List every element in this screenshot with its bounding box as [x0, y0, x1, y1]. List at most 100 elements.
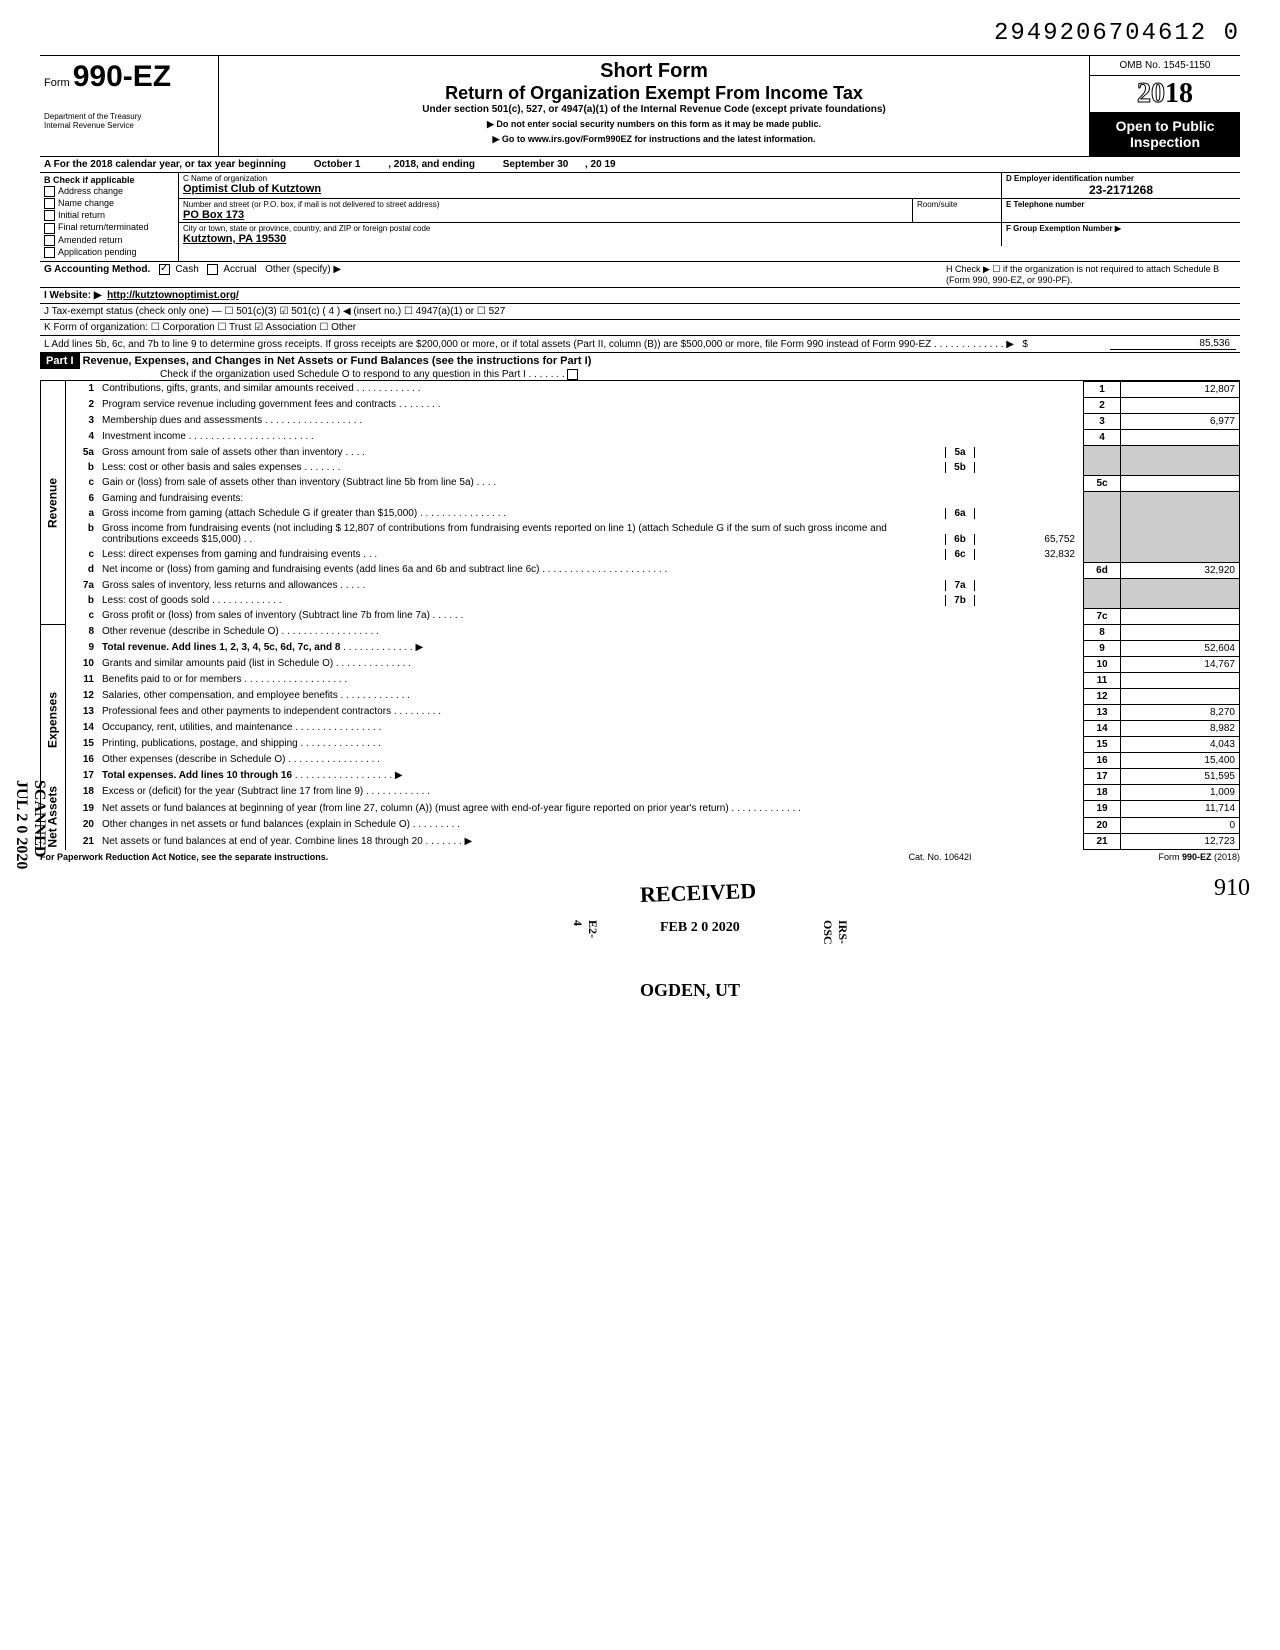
- l18-desc: Excess or (deficit) for the year (Subtra…: [102, 786, 363, 797]
- l5b-sn: 5b: [945, 462, 975, 473]
- l6b-sn: 6b: [945, 534, 975, 545]
- l2-num: 2: [66, 397, 99, 413]
- l6a-desc: Gross income from gaming (attach Schedul…: [102, 508, 417, 519]
- l5b-desc: Less: cost or other basis and sales expe…: [102, 462, 302, 473]
- cb-cash[interactable]: [159, 264, 170, 275]
- l3-val: 6,977: [1121, 413, 1240, 429]
- l18-num: 18: [66, 784, 99, 800]
- cb-name-label: Name change: [58, 198, 114, 208]
- stamp-scanned: SCANNED JUL 2 0 2020: [12, 780, 48, 882]
- form-header: Form 990-EZ Department of the Treasury I…: [40, 55, 1240, 157]
- row-a-prefix: A For the 2018 calendar year, or tax yea…: [44, 159, 286, 170]
- stamp-date: FEB 2 0 2020: [660, 920, 740, 936]
- l14-desc: Occupancy, rent, utilities, and maintena…: [102, 722, 292, 733]
- l1-rnum: 1: [1084, 381, 1121, 397]
- ssn-warning: ▶ Do not enter social security numbers o…: [229, 119, 1079, 130]
- f-label: F Group Exemption Number ▶: [1006, 224, 1236, 233]
- form-number: 990-EZ: [73, 60, 171, 93]
- l6a-sn: 6a: [945, 508, 975, 519]
- footer-center: Cat. No. 10642I: [840, 852, 1040, 862]
- col-b: B Check if applicable Address change Nam…: [40, 173, 179, 261]
- l5c-rnum: 5c: [1084, 475, 1121, 491]
- l8-num: 8: [66, 624, 99, 640]
- cb-initial-label: Initial return: [58, 210, 105, 220]
- l4-num: 4: [66, 429, 99, 445]
- short-form-title: Short Form: [229, 60, 1079, 83]
- l11-val: [1121, 672, 1240, 688]
- l13-val: 8,270: [1121, 704, 1240, 720]
- part1-title: Revenue, Expenses, and Changes in Net As…: [83, 355, 592, 367]
- l10-rnum: 10: [1084, 656, 1121, 672]
- l12-num: 12: [66, 688, 99, 704]
- l-text: L Add lines 5b, 6c, and 7b to line 9 to …: [44, 339, 931, 350]
- dept-treasury: Department of the Treasury: [44, 112, 214, 121]
- footer-left: For Paperwork Reduction Act Notice, see …: [40, 852, 840, 862]
- cb-pending[interactable]: Application pending: [44, 247, 174, 258]
- l18-rnum: 18: [1084, 784, 1121, 800]
- goto-line: ▶ Go to www.irs.gov/Form990EZ for instru…: [229, 134, 1079, 145]
- dln-number: 2949206704612 0: [40, 20, 1240, 47]
- l5a-desc: Gross amount from sale of assets other t…: [102, 447, 343, 458]
- l7c-num: c: [66, 608, 99, 624]
- c-city-label: City or town, state or province, country…: [183, 224, 997, 233]
- i-label: I Website: ▶: [44, 290, 102, 301]
- l12-val: [1121, 688, 1240, 704]
- cb-initial[interactable]: Initial return: [44, 210, 174, 221]
- l6-num: 6: [66, 491, 99, 506]
- l7b-sn: 7b: [945, 595, 975, 606]
- l7b-num: b: [66, 593, 99, 608]
- return-title: Return of Organization Exempt From Incom…: [229, 83, 1079, 104]
- l10-val: 14,767: [1121, 656, 1240, 672]
- cb-name[interactable]: Name change: [44, 198, 174, 209]
- footer: For Paperwork Reduction Act Notice, see …: [40, 850, 1240, 862]
- row-a-yr: , 20 19: [585, 159, 616, 170]
- l21-rnum: 21: [1084, 834, 1121, 850]
- section-text: Under section 501(c), 527, or 4947(a)(1)…: [229, 104, 1079, 115]
- l5c-desc: Gain or (loss) from sale of assets other…: [102, 477, 474, 488]
- l15-desc: Printing, publications, postage, and shi…: [102, 738, 298, 749]
- cb-address-label: Address change: [58, 186, 123, 196]
- cb-final-label: Final return/terminated: [58, 222, 149, 232]
- c-city: City or town, state or province, country…: [179, 223, 1001, 246]
- l6d-num: d: [66, 562, 99, 578]
- cb-schedule-o[interactable]: [567, 369, 578, 380]
- cb-address[interactable]: Address change: [44, 186, 174, 197]
- l7a-sn: 7a: [945, 580, 975, 591]
- l6b-num: b: [66, 521, 99, 547]
- cb-amended[interactable]: Amended return: [44, 235, 174, 246]
- l13-rnum: 13: [1084, 704, 1121, 720]
- l1-val: 12,807: [1121, 381, 1240, 397]
- row-k: K Form of organization: ☐ Corporation ☐ …: [40, 320, 1240, 336]
- l7a-sv: [975, 580, 1079, 591]
- cb-final[interactable]: Final return/terminated: [44, 222, 174, 233]
- side-expenses: Expenses: [41, 656, 66, 784]
- j-text: J Tax-exempt status (check only one) — ☐…: [44, 306, 1236, 317]
- c-name-label: C Name of organization: [183, 174, 997, 183]
- l8-desc: Other revenue (describe in Schedule O): [102, 626, 279, 637]
- l6c-sv: 32,832: [975, 549, 1079, 560]
- l16-desc: Other expenses (describe in Schedule O): [102, 754, 285, 765]
- lines-table: Revenue 1Contributions, gifts, grants, a…: [40, 381, 1240, 851]
- l6d-rnum: 6d: [1084, 562, 1121, 578]
- l5c-num: c: [66, 475, 99, 491]
- h-text: H Check ▶ ☐ if the organization is not r…: [942, 264, 1236, 285]
- omb-number: OMB No. 1545-1150: [1090, 56, 1240, 76]
- l6a-sv: [975, 508, 1079, 519]
- stamp-ogden: OGDEN, UT: [640, 980, 740, 1001]
- l12-desc: Salaries, other compensation, and employ…: [102, 690, 338, 701]
- l2-desc: Program service revenue including govern…: [102, 399, 396, 410]
- l18-val: 1,009: [1121, 784, 1240, 800]
- l20-num: 20: [66, 817, 99, 833]
- col-cd: C Name of organization Optimist Club of …: [179, 173, 1240, 261]
- l7b-desc: Less: cost of goods sold: [102, 595, 209, 606]
- l15-rnum: 15: [1084, 736, 1121, 752]
- c-name: C Name of organization Optimist Club of …: [179, 173, 1001, 198]
- l5c-val: [1121, 475, 1240, 491]
- cb-accrual[interactable]: [207, 264, 218, 275]
- l6b-sv: 65,752: [975, 534, 1079, 545]
- d-label: D Employer identification number: [1006, 174, 1236, 183]
- l4-rnum: 4: [1084, 429, 1121, 445]
- l19-rnum: 19: [1084, 801, 1121, 817]
- l7c-val: [1121, 608, 1240, 624]
- l15-val: 4,043: [1121, 736, 1240, 752]
